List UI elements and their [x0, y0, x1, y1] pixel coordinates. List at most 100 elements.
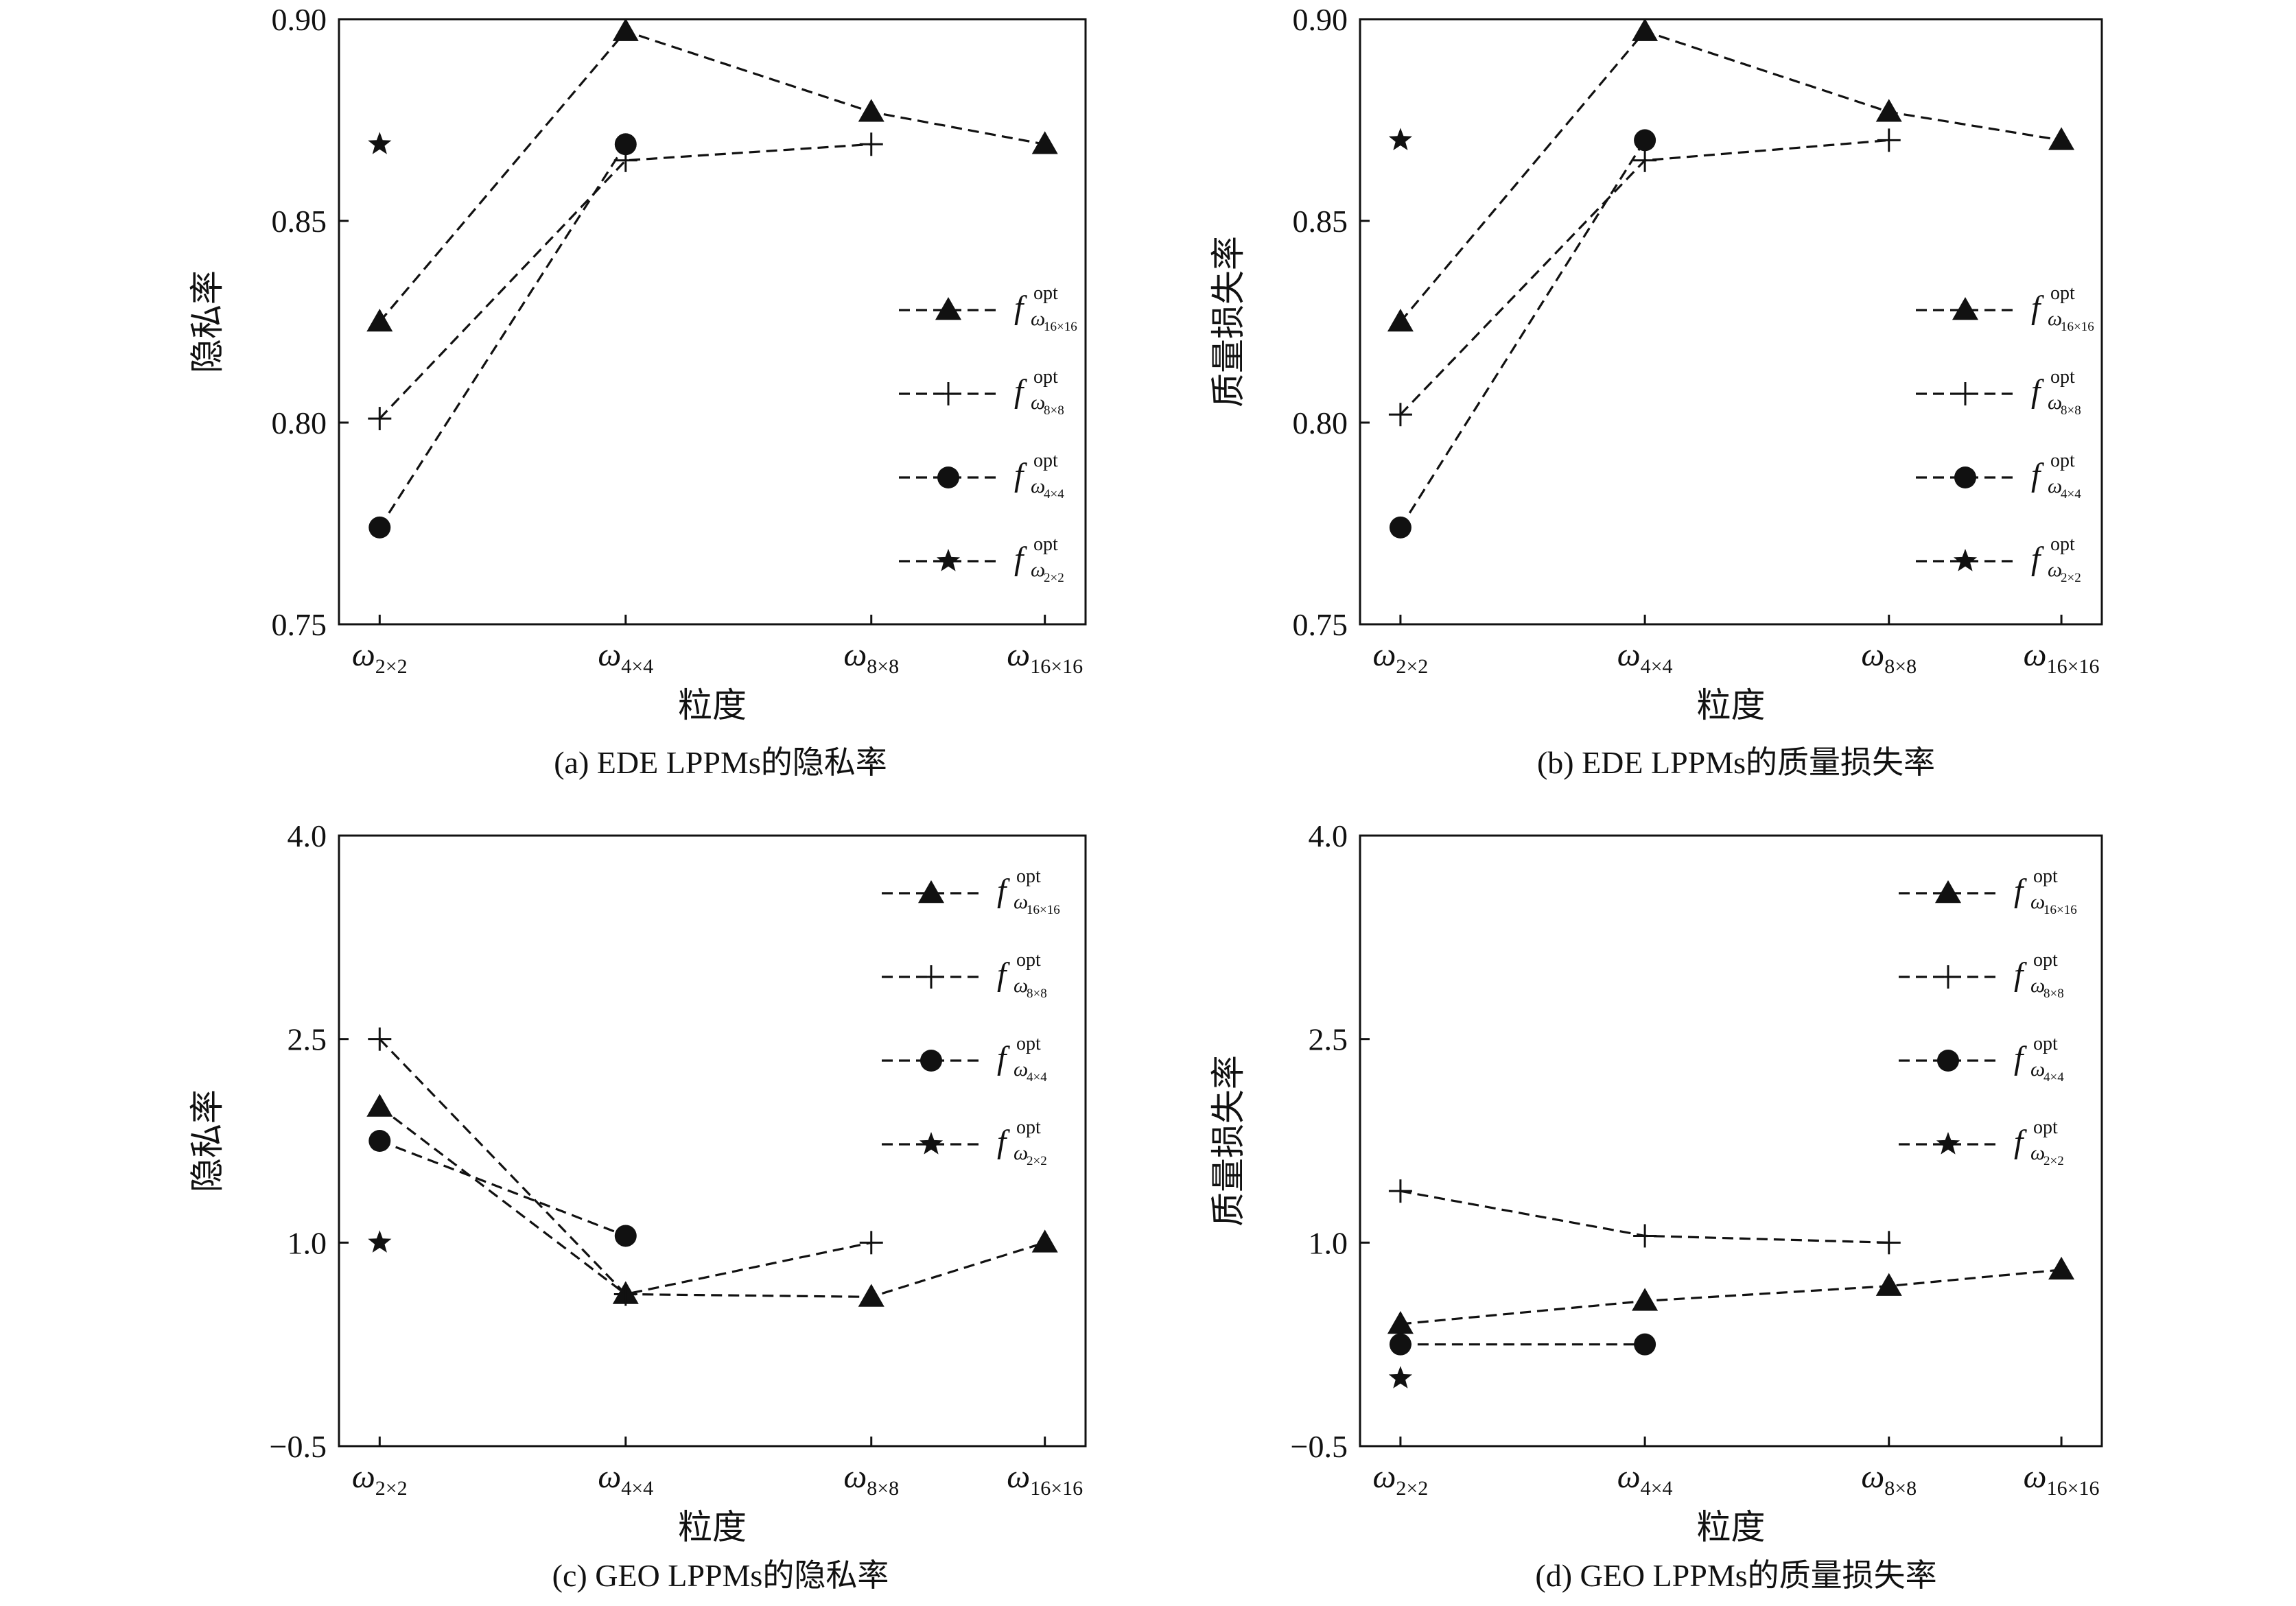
data-point-plus — [859, 132, 883, 156]
legend-f: f — [1014, 541, 1027, 577]
legend-entry-plus: f opt ω8×8 — [1916, 366, 2081, 418]
x-axis-label: 粒度 — [1697, 686, 1766, 724]
legend-series-name: 8×8 — [2061, 403, 2081, 418]
caption-d: (d) GEO LPPMs的质量损失率 — [1535, 1558, 1937, 1593]
x-axis-label: 粒度 — [1697, 1508, 1766, 1546]
x-tick-label: ω4×4 — [1617, 1459, 1673, 1500]
data-point-star — [368, 132, 392, 154]
data-point-plus — [1388, 1179, 1412, 1203]
legend-marker — [1937, 1050, 1959, 1072]
y-tick-label: 4.0 — [288, 818, 327, 853]
data-point-triangle — [1875, 99, 1902, 122]
legend-sup: opt — [2050, 366, 2075, 388]
legend-series-name: 4×4 — [2061, 487, 2081, 501]
x-tick-label: ω8×8 — [843, 1459, 899, 1500]
plot-frame — [338, 18, 1087, 626]
series-line-plus — [379, 1038, 872, 1296]
x-tick-label: ω8×8 — [1861, 637, 1917, 678]
legend-series-name: 4×4 — [1044, 487, 1064, 501]
legend-f: f — [2014, 1124, 2027, 1160]
data-point-circle — [614, 133, 637, 156]
legend-omega: ω — [2030, 1058, 2045, 1080]
legend-f: f — [2014, 956, 2027, 993]
legend-series-name: 8×8 — [1044, 403, 1064, 418]
series-line-circle — [378, 143, 627, 528]
data-point-star — [368, 1230, 392, 1253]
legend-series-name: 2×2 — [1027, 1154, 1047, 1168]
x-tick-label: ω8×8 — [843, 637, 899, 678]
legend-marker — [1954, 382, 1977, 405]
legend-entry-plus: f opt ω8×8 — [882, 949, 1047, 1001]
y-axis-label: 质量损失率 — [1209, 236, 1247, 408]
legend-series-name: 16×16 — [1044, 320, 1077, 334]
plot-frame — [338, 834, 1087, 1448]
series-line-triangle — [379, 1106, 1046, 1299]
legend-omega: ω — [1014, 974, 1028, 997]
legend-entry-circle: f opt ω4×4 — [1916, 450, 2081, 501]
x-tick-label: ω2×2 — [352, 637, 408, 678]
x-tick-label: ω4×4 — [598, 637, 653, 678]
legend-sup: opt — [1016, 949, 1041, 971]
legend-omega: ω — [1014, 1058, 1028, 1080]
data-point-plus — [368, 407, 392, 431]
caption-a: (a) EDE LPPMs的隐私率 — [554, 745, 887, 780]
y-tick-label: 0.75 — [272, 607, 327, 642]
legend-omega: ω — [2048, 391, 2062, 414]
legend-f: f — [2031, 457, 2044, 493]
legend-series-name: 8×8 — [1027, 987, 1047, 1001]
legend-entry-circle: f opt ω4×4 — [1899, 1033, 2064, 1085]
legend-sup: opt — [1016, 866, 1041, 887]
x-tick-label: ω16×16 — [1007, 1459, 1083, 1500]
legend-f: f — [2031, 290, 2044, 326]
legend-omega: ω — [2048, 558, 2062, 581]
legend-sup: opt — [1033, 450, 1058, 471]
legend-marker — [936, 549, 961, 571]
data-point-circle — [1389, 1333, 1411, 1356]
x-tick-label: ω4×4 — [1617, 637, 1673, 678]
y-tick-label: 0.80 — [272, 405, 327, 440]
legend-sup: opt — [2050, 534, 2075, 555]
x-tick-label: ω8×8 — [1861, 1459, 1917, 1500]
caption-b: (b) EDE LPPMs的质量损失率 — [1536, 745, 1936, 780]
data-point-plus — [613, 1282, 637, 1306]
y-tick-label: 4.0 — [1309, 818, 1348, 853]
legend-series-name: 16×16 — [1027, 903, 1060, 917]
legend-omega: ω — [2030, 890, 2045, 913]
legend-series-name: 4×4 — [2043, 1070, 2064, 1085]
data-point-plus — [1877, 1231, 1901, 1255]
x-tick-label: ω2×2 — [352, 1459, 408, 1500]
legend-marker — [920, 1050, 942, 1072]
y-tick-label: 1.0 — [1309, 1225, 1348, 1260]
y-tick-label: −0.5 — [270, 1429, 327, 1464]
data-point-triangle — [1387, 1311, 1414, 1334]
y-tick-label: −0.5 — [1291, 1429, 1348, 1464]
legend-sup: opt — [1033, 366, 1058, 388]
legend-f: f — [997, 956, 1010, 993]
plot-frame — [1359, 18, 2103, 626]
legend-marker — [919, 965, 943, 989]
legend-marker — [935, 297, 961, 320]
legend-omega: ω — [1014, 1142, 1028, 1164]
y-tick-label: 0.90 — [1293, 2, 1348, 37]
series-line-triangle — [1400, 1268, 2062, 1325]
legend-omega: ω — [2030, 974, 2045, 997]
legend-series-name: 2×2 — [1044, 571, 1064, 585]
legend-sup: opt — [2033, 1033, 2058, 1054]
legend-sup: opt — [2050, 450, 2075, 471]
legend-f: f — [1014, 290, 1027, 326]
legend-omega: ω — [1014, 890, 1028, 913]
legend-f: f — [2014, 1040, 2027, 1076]
legend-marker — [918, 880, 944, 904]
legend-marker — [937, 382, 960, 405]
x-axis-label: 粒度 — [678, 1508, 747, 1546]
data-point-star — [1388, 1366, 1412, 1389]
legend-marker — [1935, 880, 1961, 904]
legend-entry-triangle: f opt ω16×16 — [882, 866, 1060, 917]
data-point-triangle — [366, 309, 393, 332]
data-point-circle — [614, 1225, 637, 1247]
data-point-plus — [1633, 148, 1657, 172]
data-point-circle — [1634, 129, 1656, 152]
data-point-plus — [1633, 1224, 1657, 1248]
